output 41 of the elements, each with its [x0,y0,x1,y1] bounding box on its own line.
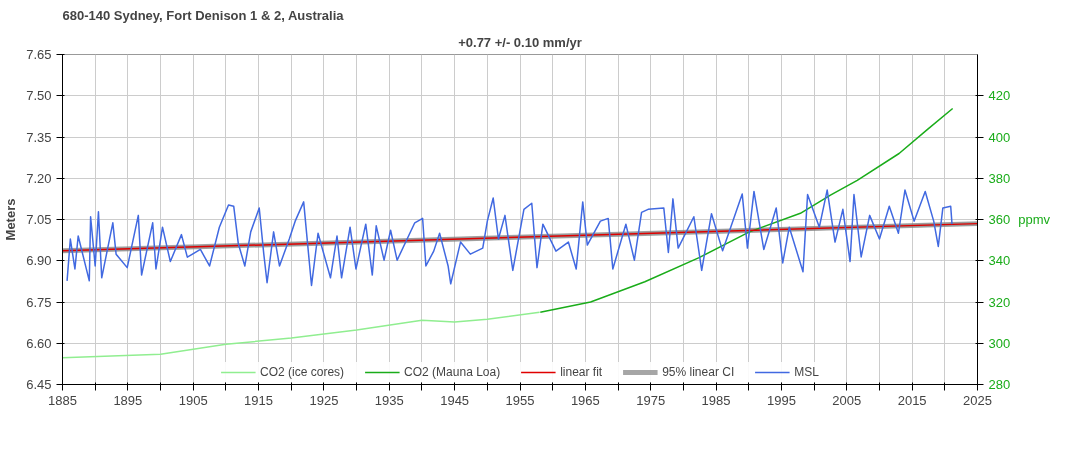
y2-tick-label: 420 [988,88,1011,104]
x-tick-label: 1985 [701,392,731,408]
x-tick-label: 1915 [244,392,274,408]
x-tick-label: 1955 [505,392,535,408]
x-tick-label: 1945 [440,392,470,408]
x-tick-label: 2025 [963,392,992,408]
y2-tick-label: 300 [988,335,1011,351]
x-tick-label: 1895 [113,392,143,408]
legend-label: CO2 (Mauna Loa) [404,365,501,379]
chart-subtitle: +0.77 +/- 0.10 mm/yr [458,34,582,50]
x-tick-label: 1905 [178,392,208,408]
x-tick-label: 1975 [636,392,666,408]
y-tick-label: 7.35 [26,129,52,145]
legend-label: linear fit [560,365,603,379]
y2-tick-label: 400 [988,129,1011,145]
x-tick-label: 1995 [766,392,796,408]
y2-tick-label: 320 [988,294,1011,310]
y-tick-label: 7.65 [26,47,52,62]
legend-label: MSL [794,365,819,379]
y-tick-label: 7.20 [26,170,52,186]
legend-label: CO2 (ice cores) [260,365,345,379]
y-tick-label: 6.60 [26,335,52,351]
x-tick-label: 1935 [374,392,404,408]
legend-label: 95% linear CI [662,365,735,379]
y2-tick-label: 280 [988,377,1011,392]
y-tick-label: 6.45 [26,377,52,392]
x-tick-label: 2005 [832,392,862,408]
chart-title: 680-140 Sydney, Fort Denison 1 & 2, Australia [62,7,345,23]
y-tick-label: 7.05 [26,212,52,227]
y-axis-title: Meters [3,198,19,241]
y-tick-label: 7.50 [26,88,52,104]
y-tick-label: 6.90 [26,253,52,269]
y2-axis-title: ppmv [1018,212,1051,227]
x-tick-label: 1965 [570,392,600,408]
y2-tick-label: 380 [988,170,1011,186]
y2-tick-label: 340 [988,253,1011,269]
x-tick-label: 2015 [897,392,927,408]
y-tick-label: 6.75 [26,294,52,310]
y2-tick-label: 360 [988,212,1011,227]
x-tick-label: 1925 [309,392,339,408]
x-tick-label: 1885 [48,392,77,408]
